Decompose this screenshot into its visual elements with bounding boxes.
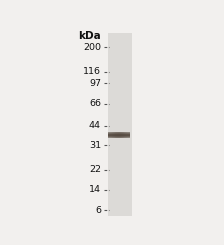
Text: 31: 31 — [89, 141, 101, 150]
Bar — [108, 94, 132, 97]
Bar — [108, 91, 132, 94]
Bar — [123, 132, 124, 138]
Bar — [108, 167, 132, 171]
Bar — [108, 131, 132, 134]
Bar — [108, 173, 132, 176]
Bar — [109, 132, 110, 138]
Bar — [116, 132, 117, 138]
Bar — [108, 140, 132, 143]
Bar — [108, 155, 132, 158]
Text: 6: 6 — [95, 206, 101, 215]
Text: 22: 22 — [89, 165, 101, 174]
Bar — [108, 198, 132, 201]
Bar — [108, 176, 132, 180]
Bar — [115, 132, 116, 138]
Text: kDa: kDa — [78, 31, 101, 41]
Bar — [108, 76, 132, 79]
Bar — [108, 143, 132, 146]
Bar — [122, 132, 123, 138]
Bar — [108, 42, 132, 45]
Bar — [108, 61, 132, 64]
Bar — [108, 164, 132, 167]
Bar — [108, 189, 132, 192]
Bar — [121, 132, 122, 138]
Bar — [108, 125, 132, 128]
Bar — [108, 88, 132, 91]
Bar — [108, 210, 132, 213]
Bar — [108, 100, 132, 103]
Bar — [124, 132, 125, 138]
Bar — [108, 51, 132, 55]
Bar — [108, 73, 132, 76]
Bar — [108, 112, 132, 116]
Bar — [112, 132, 113, 138]
Bar — [108, 39, 132, 42]
Bar — [108, 103, 132, 106]
Bar — [108, 186, 132, 189]
Text: 200: 200 — [83, 43, 101, 52]
Bar — [108, 36, 132, 39]
Bar — [108, 128, 132, 131]
Bar — [108, 171, 132, 173]
Bar — [108, 79, 132, 82]
Bar — [108, 33, 132, 36]
Bar — [120, 132, 121, 138]
Bar — [108, 158, 132, 161]
Text: 116: 116 — [83, 67, 101, 76]
Bar — [108, 67, 132, 70]
Bar — [108, 137, 132, 140]
Bar — [108, 70, 132, 73]
Bar — [118, 132, 119, 138]
Bar — [125, 132, 126, 138]
Bar — [127, 132, 128, 138]
Bar — [108, 45, 132, 49]
Bar — [108, 183, 132, 186]
Bar — [108, 64, 132, 67]
Bar — [108, 149, 132, 152]
Bar — [114, 132, 115, 138]
Bar — [119, 132, 120, 138]
Text: 66: 66 — [89, 99, 101, 109]
Bar — [108, 207, 132, 210]
Bar — [108, 106, 132, 110]
Bar — [110, 132, 111, 138]
Bar — [108, 82, 132, 85]
Text: 14: 14 — [89, 185, 101, 194]
Bar — [108, 180, 132, 183]
Bar — [108, 119, 132, 122]
Bar — [108, 134, 132, 137]
Bar — [128, 132, 129, 138]
Bar — [108, 132, 109, 138]
Bar — [108, 213, 132, 216]
Bar — [113, 132, 114, 138]
Bar — [108, 58, 132, 61]
Bar — [108, 201, 132, 204]
Text: 97: 97 — [89, 79, 101, 88]
Bar — [108, 110, 132, 112]
Bar — [108, 152, 132, 155]
Bar — [108, 55, 132, 58]
Bar — [117, 132, 118, 138]
Bar — [108, 122, 132, 125]
Bar — [108, 204, 132, 207]
Bar — [126, 132, 127, 138]
Text: 44: 44 — [89, 121, 101, 130]
Bar — [108, 33, 132, 216]
Bar — [108, 97, 132, 100]
Bar — [108, 192, 132, 195]
Bar — [108, 85, 132, 88]
Bar — [108, 195, 132, 198]
Bar — [111, 132, 112, 138]
Bar — [108, 116, 132, 119]
Bar — [108, 146, 132, 149]
Bar — [108, 161, 132, 164]
Bar — [108, 49, 132, 51]
